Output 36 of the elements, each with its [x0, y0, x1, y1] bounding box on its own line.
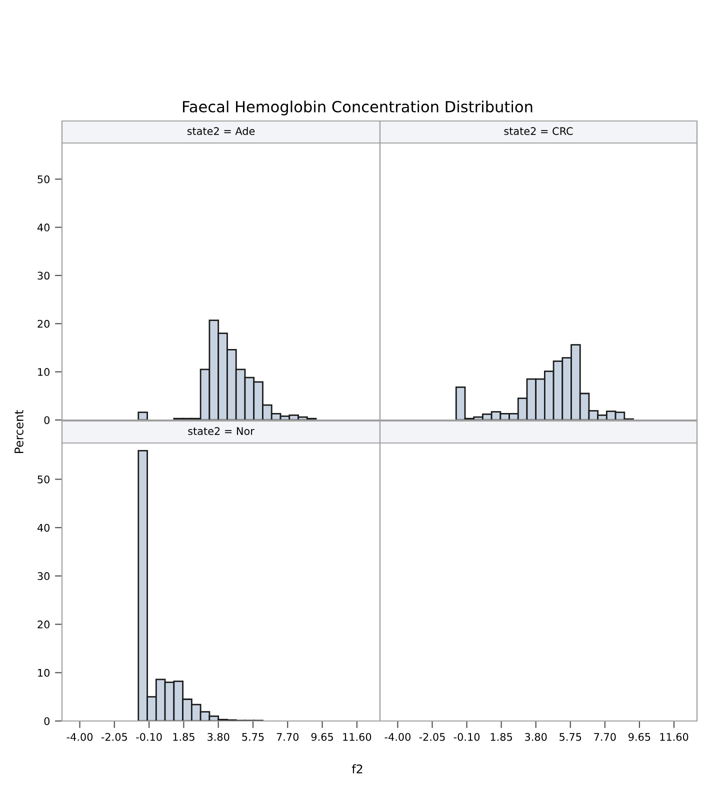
y-tick-label: 20: [38, 320, 50, 328]
y-axis-title: Percent: [14, 410, 24, 454]
x-tick-label: 5.75: [242, 733, 264, 741]
x-tick-label: 7.70: [594, 732, 616, 741]
x-tick-label: -0.10: [136, 732, 162, 741]
x-tick-label: 9.65: [628, 732, 650, 741]
x-tick-label: 3.80: [208, 732, 230, 741]
x-tick-label: 7.70: [276, 732, 299, 741]
y-tick-label: 50: [38, 475, 50, 484]
chart-subtitle: state2 = Ade: [187, 126, 255, 136]
chart-title: Faecal Hemoglobin Concentration Distribution: [183, 100, 532, 116]
x-tick-label: -4.00: [384, 732, 410, 741]
y-tick-label: 40: [37, 224, 50, 232]
x-tick-label: -4.00: [66, 732, 93, 741]
chart-subtitle: state2 = CRC: [504, 127, 573, 136]
x-tick-label: 5.75: [560, 733, 582, 741]
x-tick-label: -2.05: [101, 732, 127, 741]
x-tick-label: 1.85: [490, 732, 512, 741]
y-tick-label: 40: [37, 524, 50, 532]
y-tick-label: 20: [38, 620, 50, 628]
x-tick-label: 11.60: [343, 732, 372, 741]
x-tick-label: -2.05: [419, 732, 445, 741]
y-tick-label: 0: [44, 717, 50, 726]
x-tick-label: 1.85: [173, 732, 194, 741]
y-tick-label: 10: [38, 368, 50, 376]
x-tick-label: 3.80: [525, 732, 547, 741]
x-axis-title: f2: [352, 764, 362, 774]
y-tick-label: 50: [38, 175, 50, 184]
y-tick-label: 10: [38, 668, 50, 677]
chart-subtitle: state2 = Nor: [188, 427, 254, 436]
x-tick-label: 9.65: [311, 732, 333, 741]
y-tick-label: 30: [38, 572, 50, 580]
y-tick-label: 0: [44, 416, 50, 424]
x-tick-label: -0.10: [454, 732, 480, 741]
y-tick-label: 30: [38, 272, 50, 280]
x-tick-label: 11.60: [660, 732, 688, 741]
